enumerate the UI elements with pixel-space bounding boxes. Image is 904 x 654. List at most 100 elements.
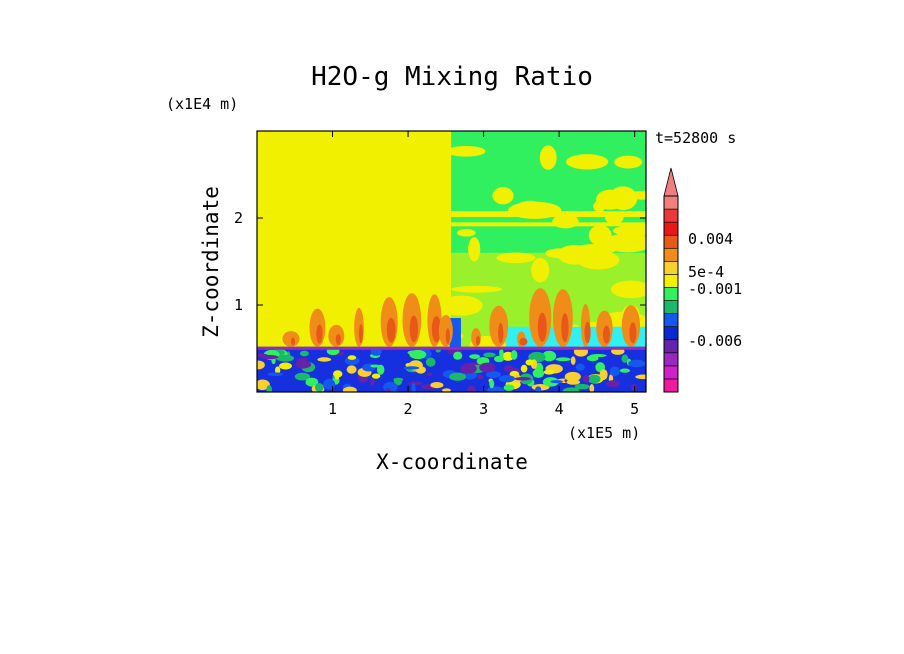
field-blob: [257, 379, 270, 391]
field-blob: [542, 350, 557, 362]
field-blob: [347, 355, 357, 360]
field-patch: [449, 318, 461, 349]
field-blob: [539, 145, 557, 170]
field-blob: [535, 386, 542, 392]
x-axis: 1 2 3 4 5: [328, 131, 639, 418]
field-plume: [537, 312, 547, 342]
colorbar-swatch: [663, 261, 679, 275]
field-plume: [438, 314, 453, 347]
x-tick-label: 1: [328, 400, 337, 418]
colorbar-labels: 0.004 5e-4 -0.001 -0.006: [688, 230, 742, 350]
field-blob: [317, 357, 332, 362]
colorbar-swatch: [663, 326, 679, 341]
field-band: [451, 222, 646, 227]
field-blob: [593, 200, 606, 212]
field-plume: [561, 313, 569, 342]
field-blob: [323, 378, 336, 390]
colorbar-swatch: [663, 234, 679, 249]
field-blob: [332, 370, 343, 378]
field-blob: [376, 364, 385, 375]
field-plume: [584, 321, 591, 344]
field-blob: [566, 154, 609, 170]
colorbar-swatch: [663, 378, 679, 393]
colorbar-swatch: [663, 313, 679, 327]
field-blob: [574, 243, 617, 255]
field-blob: [370, 378, 375, 386]
field-plume: [409, 315, 419, 343]
colorbar-swatch: [663, 352, 679, 367]
field-plume: [475, 335, 481, 346]
field-blob: [485, 371, 501, 379]
field-blob: [430, 381, 444, 389]
field-blob: [477, 374, 484, 380]
field-plume: [629, 322, 637, 344]
colorbar-label: 5e-4: [688, 263, 724, 281]
field-blob: [499, 348, 504, 358]
field-blob: [425, 357, 436, 367]
colorbar-arrow: [663, 167, 679, 197]
field-blob: [621, 354, 629, 363]
colorbar-label: -0.001: [688, 280, 742, 298]
field-blob: [314, 383, 324, 392]
field-blob: [614, 155, 643, 169]
field-blob: [426, 372, 433, 377]
field-blob: [342, 386, 357, 392]
colorbar-swatch: [663, 274, 679, 288]
x-axis-title: X-coordinate: [376, 450, 528, 474]
field-blob: [587, 374, 601, 384]
field-blob: [562, 387, 580, 392]
field-blob: [582, 374, 590, 383]
field-blob: [586, 355, 599, 362]
field-blob: [510, 350, 518, 360]
field-plume: [316, 324, 323, 344]
field-blob: [574, 383, 590, 390]
field-band: [257, 346, 646, 350]
field-blob: [555, 357, 571, 362]
y-tick-label: 2: [234, 209, 243, 227]
field-blob: [635, 374, 646, 380]
colorbar-swatch: [663, 195, 679, 210]
colorbar-swatch: [663, 247, 679, 262]
colorbar-swatch: [663, 287, 679, 301]
x-tick-label: 2: [404, 400, 413, 418]
field-blob: [489, 379, 495, 389]
field-plume: [602, 325, 610, 344]
field-blob: [492, 187, 514, 205]
field-blob: [483, 352, 496, 358]
colorbar-swatch: [663, 300, 679, 314]
field-blob: [503, 365, 514, 373]
field-blob: [456, 228, 476, 237]
field-plume: [519, 337, 528, 346]
field-plume: [489, 305, 509, 347]
time-label: t=52800 s: [655, 129, 736, 147]
x-unit-label: (x1E5 m): [568, 424, 640, 442]
chart-title: H2O-g Mixing Ratio: [311, 62, 593, 92]
colorbar-label: 0.004: [688, 230, 733, 248]
field-plume: [335, 333, 341, 345]
field-plume: [358, 324, 364, 344]
y-axis-title: Z-coordinate: [199, 186, 223, 338]
field-blob: [411, 382, 416, 392]
field-plume: [431, 316, 442, 343]
field-blob: [514, 377, 532, 381]
field-blob: [435, 349, 441, 353]
colorbar: [663, 167, 679, 393]
field-blob: [370, 347, 382, 356]
field-blob: [384, 388, 391, 392]
field-blob: [407, 350, 421, 355]
field-blob: [446, 146, 486, 157]
field-blob: [498, 375, 515, 383]
field-blob: [550, 380, 563, 384]
field-blob: [460, 363, 477, 374]
field-blob: [407, 381, 423, 386]
field-blob: [520, 364, 528, 373]
field-blob: [479, 362, 496, 373]
colorbar-swatch: [663, 365, 679, 380]
heatmap-field: [257, 131, 646, 392]
field-blob: [543, 369, 555, 375]
field-blob: [589, 383, 595, 392]
field-blob: [503, 384, 515, 391]
field-blob: [294, 372, 311, 381]
field-plume: [290, 337, 295, 346]
